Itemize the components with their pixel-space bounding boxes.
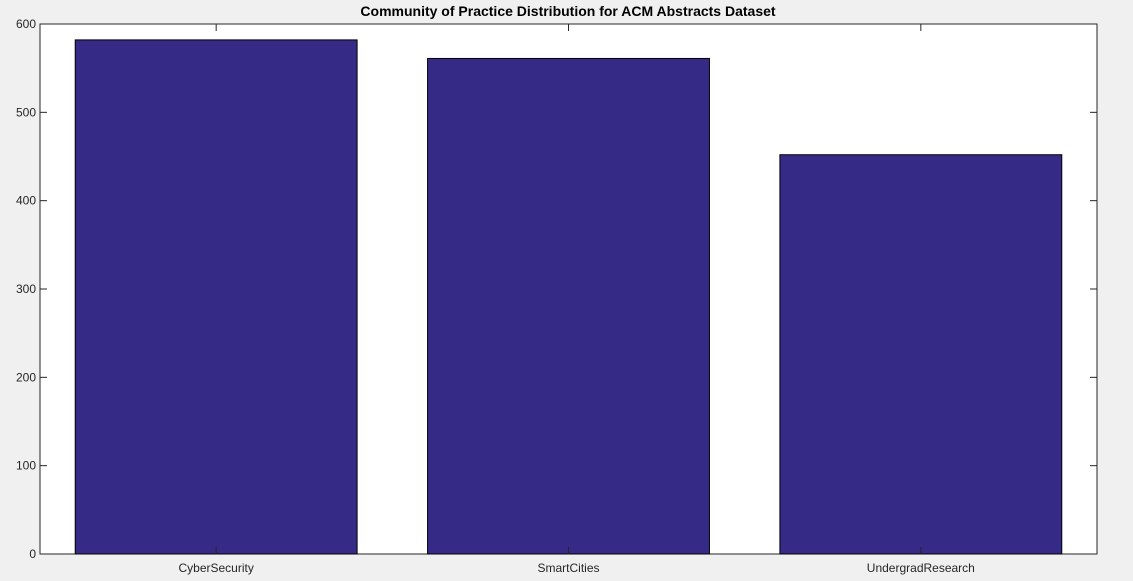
x-tick-label: SmartCities — [537, 561, 599, 575]
ticks-layer — [40, 23, 1097, 555]
y-tick-label: 0 — [29, 547, 36, 561]
bar-cybersecurity — [74, 39, 358, 555]
x-tick-label: CyberSecurity — [178, 561, 253, 575]
chart-title: Community of Practice Distribution for A… — [360, 3, 775, 19]
y-tick-label: 300 — [16, 282, 36, 296]
bar-undergradresearch — [779, 154, 1063, 555]
labels-layer: CyberSecurity SmartCities UndergradResearc… — [16, 17, 975, 575]
y-tick-label: 100 — [16, 459, 36, 473]
y-tick-label: 400 — [16, 194, 36, 208]
x-tick-label: UndergradResearch — [867, 561, 975, 575]
bars-layer — [74, 39, 1063, 555]
y-tick-label: 200 — [16, 370, 36, 384]
y-tick-label: 600 — [16, 17, 36, 31]
y-tick-label: 500 — [16, 105, 36, 119]
bar-smartcities — [427, 57, 710, 555]
